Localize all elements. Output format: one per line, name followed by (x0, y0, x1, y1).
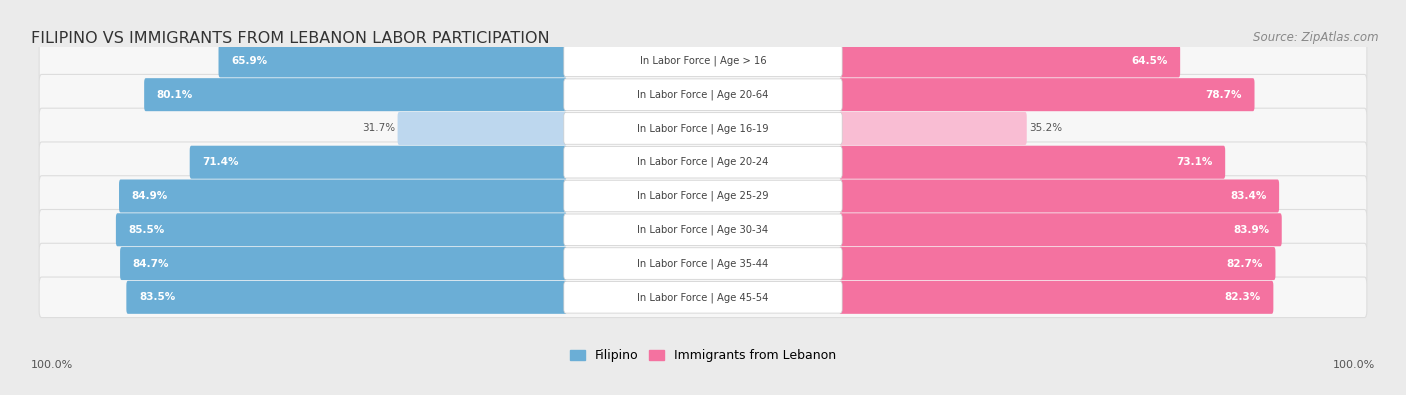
Text: In Labor Force | Age > 16: In Labor Force | Age > 16 (640, 56, 766, 66)
Text: 84.7%: 84.7% (132, 259, 169, 269)
Text: 100.0%: 100.0% (1333, 359, 1375, 370)
FancyBboxPatch shape (839, 213, 1282, 246)
FancyBboxPatch shape (120, 247, 567, 280)
Text: 83.5%: 83.5% (139, 292, 176, 302)
Text: In Labor Force | Age 30-34: In Labor Force | Age 30-34 (637, 224, 769, 235)
FancyBboxPatch shape (564, 79, 842, 111)
Text: 80.1%: 80.1% (157, 90, 193, 100)
FancyBboxPatch shape (839, 281, 1274, 314)
FancyBboxPatch shape (39, 277, 1367, 318)
Text: 78.7%: 78.7% (1205, 90, 1241, 100)
Text: 64.5%: 64.5% (1130, 56, 1167, 66)
FancyBboxPatch shape (39, 74, 1367, 115)
Text: Source: ZipAtlas.com: Source: ZipAtlas.com (1253, 31, 1378, 44)
Text: 85.5%: 85.5% (128, 225, 165, 235)
Text: 73.1%: 73.1% (1177, 157, 1212, 167)
Text: In Labor Force | Age 20-64: In Labor Force | Age 20-64 (637, 89, 769, 100)
FancyBboxPatch shape (564, 248, 842, 279)
Text: In Labor Force | Age 25-29: In Labor Force | Age 25-29 (637, 191, 769, 201)
Text: 84.9%: 84.9% (132, 191, 167, 201)
FancyBboxPatch shape (839, 146, 1225, 179)
Text: 65.9%: 65.9% (231, 56, 267, 66)
FancyBboxPatch shape (39, 41, 1367, 81)
FancyBboxPatch shape (115, 213, 567, 246)
Text: 82.3%: 82.3% (1225, 292, 1261, 302)
FancyBboxPatch shape (39, 142, 1367, 182)
FancyBboxPatch shape (145, 78, 567, 111)
Text: In Labor Force | Age 45-54: In Labor Force | Age 45-54 (637, 292, 769, 303)
Text: 71.4%: 71.4% (202, 157, 239, 167)
FancyBboxPatch shape (839, 247, 1275, 280)
FancyBboxPatch shape (127, 281, 567, 314)
FancyBboxPatch shape (839, 179, 1279, 213)
FancyBboxPatch shape (39, 176, 1367, 216)
FancyBboxPatch shape (839, 112, 1026, 145)
FancyBboxPatch shape (839, 78, 1254, 111)
FancyBboxPatch shape (564, 147, 842, 178)
FancyBboxPatch shape (398, 112, 567, 145)
Text: FILIPINO VS IMMIGRANTS FROM LEBANON LABOR PARTICIPATION: FILIPINO VS IMMIGRANTS FROM LEBANON LABO… (31, 31, 550, 46)
Text: 31.7%: 31.7% (361, 124, 395, 134)
Text: 83.9%: 83.9% (1233, 225, 1270, 235)
Text: In Labor Force | Age 35-44: In Labor Force | Age 35-44 (637, 258, 769, 269)
FancyBboxPatch shape (564, 214, 842, 246)
Text: 82.7%: 82.7% (1226, 259, 1263, 269)
FancyBboxPatch shape (218, 44, 567, 77)
FancyBboxPatch shape (190, 146, 567, 179)
Text: In Labor Force | Age 20-24: In Labor Force | Age 20-24 (637, 157, 769, 167)
Text: 35.2%: 35.2% (1029, 124, 1063, 134)
Text: 100.0%: 100.0% (31, 359, 73, 370)
FancyBboxPatch shape (39, 243, 1367, 284)
Text: In Labor Force | Age 16-19: In Labor Force | Age 16-19 (637, 123, 769, 134)
Text: 83.4%: 83.4% (1230, 191, 1267, 201)
Legend: Filipino, Immigrants from Lebanon: Filipino, Immigrants from Lebanon (569, 349, 837, 362)
FancyBboxPatch shape (120, 179, 567, 213)
FancyBboxPatch shape (564, 282, 842, 313)
FancyBboxPatch shape (564, 113, 842, 144)
FancyBboxPatch shape (39, 108, 1367, 149)
FancyBboxPatch shape (839, 44, 1180, 77)
FancyBboxPatch shape (564, 180, 842, 212)
FancyBboxPatch shape (39, 209, 1367, 250)
FancyBboxPatch shape (564, 45, 842, 77)
